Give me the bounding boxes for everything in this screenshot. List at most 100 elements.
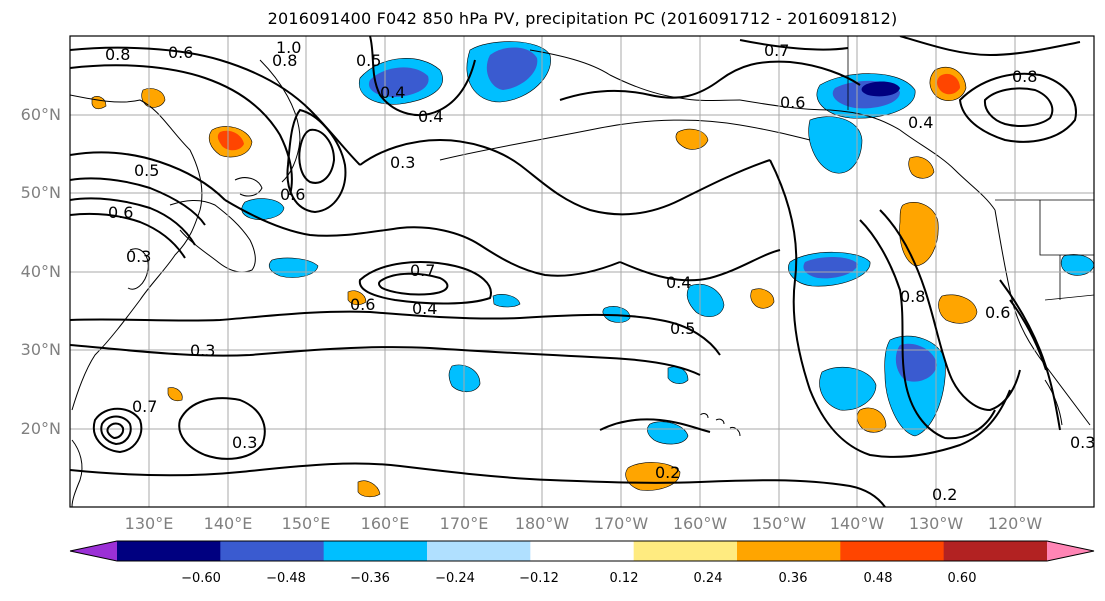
colorbar — [69, 540, 1095, 562]
contour-label: 0.5 — [134, 161, 159, 180]
lon-label: 150°W — [751, 514, 807, 533]
contour-label: 0.3 — [1070, 433, 1095, 452]
lon-label: 130°W — [908, 514, 964, 533]
lon-label: 170°E — [439, 514, 489, 533]
pv-contour — [106, 422, 125, 440]
precip-negative-area — [1060, 254, 1094, 276]
colorbar-tick-label: −0.48 — [266, 571, 306, 586]
coastline-asia — [70, 94, 203, 411]
pv-contours — [70, 36, 1081, 507]
colorbar-tick-label: −0.12 — [519, 571, 559, 586]
contour-label: 0.8 — [900, 287, 925, 306]
pv-contour — [859, 219, 996, 440]
colorbar-segment — [427, 541, 531, 561]
contour-label: 0.4 — [908, 113, 933, 132]
precipitation-shading — [91, 41, 1094, 498]
coastline-baja — [1044, 379, 1063, 426]
precip-positive-area — [938, 294, 978, 324]
colorbar-outline — [69, 540, 1095, 562]
precip-negative-area — [819, 366, 877, 411]
coastline-kamchatka — [259, 59, 301, 183]
contour-label: 0.4 — [380, 83, 405, 102]
contour-label: 0.2 — [655, 463, 680, 482]
pv-contour — [70, 151, 226, 201]
colorbar-segment — [943, 541, 1048, 561]
colorbar-segments — [117, 541, 1048, 561]
pv-contour — [70, 344, 701, 376]
coastline-korea — [127, 248, 149, 290]
contour-label: 0.4 — [418, 107, 443, 126]
colorbar-tick-label: −0.36 — [350, 571, 390, 586]
coastline-hokkaido — [234, 177, 263, 197]
precip-negative-area — [861, 81, 900, 97]
colorbar-segment — [220, 541, 325, 561]
pv-contour — [369, 36, 476, 116]
precip-negative-area — [492, 294, 521, 308]
coastline-alaska-south — [739, 99, 996, 211]
precip-negative-area — [803, 256, 858, 279]
pv-contour — [879, 209, 1021, 412]
precip-negative-area — [686, 284, 725, 318]
colorbar-tick-label: −0.24 — [435, 571, 475, 586]
contour-label: 0.7 — [132, 397, 157, 416]
precip-positive-area — [167, 387, 183, 402]
colorbar-segment — [117, 541, 221, 561]
contour-label: 0.6 — [168, 43, 193, 62]
pv-contour — [559, 60, 861, 101]
pv-contour — [70, 462, 886, 507]
precip-negative-area — [486, 47, 538, 90]
pv-contour — [359, 138, 771, 216]
lat-label: 50°N — [20, 183, 61, 202]
map-frame — [69, 35, 1095, 508]
colorbar-tick-label: 0.60 — [947, 571, 977, 586]
colorbar-tick-label: −0.60 — [181, 571, 221, 586]
pv-contour — [739, 39, 849, 51]
lat-label: 40°N — [20, 262, 61, 281]
lat-label: 30°N — [20, 340, 61, 359]
coastline-north-america — [994, 209, 1091, 426]
pv-contour — [619, 249, 781, 282]
pv-contour — [224, 199, 621, 277]
precip-negative-area — [368, 67, 429, 97]
contour-label: 0.2 — [932, 485, 957, 504]
contour-label: 0.6 — [108, 203, 133, 222]
contour-label: 0.3 — [126, 247, 151, 266]
contour-label: 1.0 — [276, 38, 301, 57]
colorbar-segment — [737, 541, 841, 561]
colorbar-tick-label: 0.48 — [863, 571, 893, 586]
pv-contour — [70, 177, 206, 226]
contour-label: 0.4 — [412, 299, 437, 318]
gridlines — [70, 36, 1094, 507]
pv-contour — [378, 272, 449, 296]
map-title: 2016091400 F042 850 hPa PV, precipitatio… — [267, 9, 898, 28]
colorbar-extension-left — [70, 541, 117, 561]
pv-contour — [70, 197, 196, 246]
lon-label: 140°W — [829, 514, 885, 533]
contour-label: 0.5 — [356, 51, 381, 70]
contour-label: 0.7 — [764, 41, 789, 60]
colorbar-segment — [323, 541, 428, 561]
lat-label: 60°N — [20, 105, 61, 124]
lon-label: 120°W — [987, 514, 1043, 533]
colorbar-tick-label: 0.12 — [609, 571, 639, 586]
lat-label: 20°N — [20, 419, 61, 438]
colorbar-segment — [530, 541, 635, 561]
pv-contour — [1009, 299, 1047, 371]
pv-contour — [70, 212, 186, 259]
lon-label: 160°E — [360, 514, 410, 533]
contour-label: 0.6 — [780, 93, 805, 112]
precip-positive-area — [908, 156, 935, 179]
lon-label: 150°E — [281, 514, 331, 533]
contour-label: 0.7 — [410, 261, 435, 280]
contour-label: 0.5 — [670, 319, 695, 338]
coastline-japan — [169, 200, 256, 273]
lon-label: 130°E — [124, 514, 174, 533]
colorbar-segment — [633, 541, 738, 561]
pv-contour — [958, 72, 1077, 143]
lon-label: 160°W — [672, 514, 728, 533]
lon-label: 140°E — [203, 514, 253, 533]
contour-label: 0.6 — [350, 295, 375, 314]
pv-contour — [298, 128, 336, 184]
colorbar-segment — [840, 541, 945, 561]
pv-contour — [999, 279, 1061, 431]
